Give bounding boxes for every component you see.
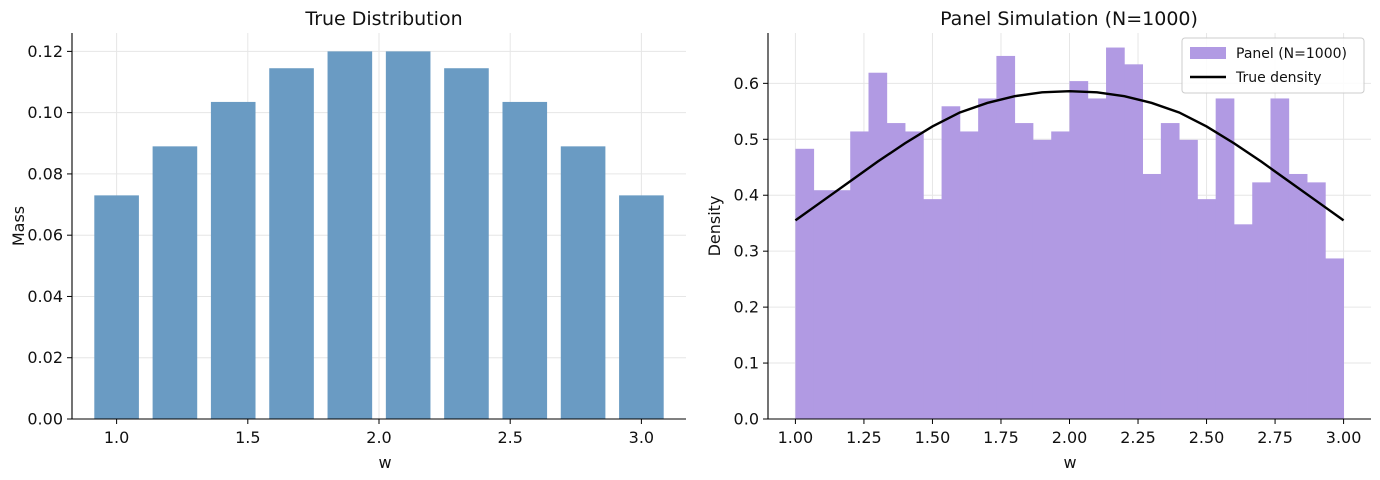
left-x-tick-label: 2.0 bbox=[366, 428, 391, 447]
histogram-bar bbox=[1179, 139, 1198, 419]
histogram-bar bbox=[1124, 64, 1144, 419]
right-x-tick-label: 1.00 bbox=[778, 428, 814, 447]
left-chart-panel: 1.0 1.5 2.0 2.5 3.0 0.00 0.02 0.04 0.06 0.08 0.10… bbox=[9, 8, 686, 472]
histogram-bar bbox=[1087, 98, 1107, 419]
left-bar bbox=[327, 51, 373, 419]
left-bar bbox=[269, 68, 314, 419]
legend-label-true-density: True density bbox=[1235, 70, 1322, 86]
left-y-tick-label: 0.02 bbox=[27, 348, 63, 367]
left-bar bbox=[560, 146, 606, 419]
right-x-tick-label: 1.25 bbox=[846, 428, 882, 447]
left-bar bbox=[210, 101, 256, 419]
left-x-tick-label: 3.0 bbox=[629, 428, 654, 447]
histogram-bar bbox=[1252, 182, 1271, 419]
right-y-tick-label: 0.4 bbox=[734, 186, 759, 205]
histogram-bar bbox=[1270, 98, 1290, 419]
right-x-axis-label: w bbox=[1063, 453, 1076, 472]
right-y-tick-label: 0.0 bbox=[734, 410, 759, 429]
right-x-tick-label: 2.75 bbox=[1257, 428, 1293, 447]
left-y-axis-label: Mass bbox=[9, 206, 28, 246]
histogram-bar bbox=[1325, 258, 1344, 419]
left-y-tick-label: 0.00 bbox=[27, 410, 63, 429]
histogram-bar bbox=[1069, 81, 1089, 420]
left-bar bbox=[152, 146, 198, 419]
histogram-bar bbox=[1233, 224, 1253, 419]
left-chart-title: True Distribution bbox=[304, 8, 462, 30]
histogram-bar bbox=[996, 55, 1016, 420]
right-chart-title: Panel Simulation (N=1000) bbox=[940, 8, 1198, 30]
right-y-tick-label: 0.1 bbox=[734, 354, 759, 373]
left-y-tick-label: 0.08 bbox=[27, 164, 63, 183]
histogram-bar bbox=[1106, 47, 1125, 420]
legend-label-panel: Panel (N=1000) bbox=[1236, 46, 1347, 62]
left-y-tick-label: 0.06 bbox=[27, 226, 63, 245]
left-bar bbox=[619, 195, 664, 419]
left-y-ticks: 0.00 0.02 0.04 0.06 0.08 0.10 0.12 bbox=[27, 42, 72, 429]
histogram-bar bbox=[868, 72, 888, 419]
legend-box bbox=[1181, 37, 1365, 94]
left-bar bbox=[385, 51, 431, 419]
right-x-tick-label: 2.00 bbox=[1052, 428, 1088, 447]
right-x-tick-label: 2.25 bbox=[1120, 428, 1156, 447]
histogram-bar bbox=[1307, 182, 1326, 419]
right-x-tick-label: 1.50 bbox=[915, 428, 951, 447]
right-y-ticks: 0.0 0.1 0.2 0.3 0.4 0.5 0.6 bbox=[734, 74, 768, 429]
right-y-axis-label: Density bbox=[705, 196, 724, 257]
left-bar bbox=[502, 101, 548, 419]
histogram-bar bbox=[1032, 139, 1052, 419]
right-y-tick-label: 0.5 bbox=[734, 130, 759, 149]
right-x-ticks: 1.00 1.25 1.50 1.75 2.00 2.25 2.50 2.75 3.00 bbox=[778, 419, 1362, 447]
left-bars bbox=[94, 51, 664, 419]
legend-swatch-panel bbox=[1190, 47, 1226, 59]
left-x-ticks: 1.0 1.5 2.0 2.5 3.0 bbox=[104, 419, 654, 447]
histogram-bar bbox=[978, 98, 997, 419]
left-x-tick-label: 2.5 bbox=[497, 428, 522, 447]
true-density-line bbox=[794, 89, 1345, 222]
right-x-tick-label: 1.75 bbox=[983, 428, 1019, 447]
right-x-tick-label: 2.50 bbox=[1189, 428, 1225, 447]
left-x-tick-label: 1.5 bbox=[235, 428, 260, 447]
right-y-tick-label: 0.2 bbox=[734, 298, 759, 317]
histogram-bar bbox=[1014, 123, 1034, 420]
histogram-bar bbox=[905, 131, 924, 419]
legend: Panel (N=1000) True density bbox=[1181, 37, 1365, 94]
right-y-tick-label: 0.6 bbox=[734, 74, 759, 93]
histogram-bar bbox=[1215, 98, 1235, 419]
histogram-bar bbox=[795, 148, 815, 420]
histogram-bar bbox=[1288, 173, 1308, 419]
histogram-bar bbox=[886, 123, 906, 420]
histogram-bar bbox=[1197, 199, 1217, 419]
left-bar bbox=[94, 195, 139, 419]
histogram-bar bbox=[1160, 123, 1180, 420]
left-bar bbox=[444, 68, 489, 419]
histogram-bar bbox=[831, 190, 851, 419]
right-chart-panel: 1.00 1.25 1.50 1.75 2.00 2.25 2.50 2.75 3.00 0.0… bbox=[705, 8, 1371, 472]
left-y-tick-label: 0.12 bbox=[27, 42, 63, 61]
histogram-bar bbox=[1051, 131, 1070, 419]
histogram-bar bbox=[959, 131, 979, 419]
histogram-bar bbox=[923, 199, 942, 419]
left-y-tick-label: 0.10 bbox=[27, 103, 63, 122]
histogram-bar bbox=[813, 190, 833, 419]
left-x-axis-label: w bbox=[378, 453, 391, 472]
left-x-tick-label: 1.0 bbox=[104, 428, 129, 447]
right-histogram bbox=[795, 47, 1344, 420]
right-x-tick-label: 3.00 bbox=[1326, 428, 1362, 447]
left-y-tick-label: 0.04 bbox=[27, 287, 63, 306]
right-y-tick-label: 0.3 bbox=[734, 242, 759, 261]
histogram-bar bbox=[1142, 173, 1162, 419]
histogram-bar bbox=[941, 106, 961, 419]
histogram-bar bbox=[850, 131, 869, 419]
